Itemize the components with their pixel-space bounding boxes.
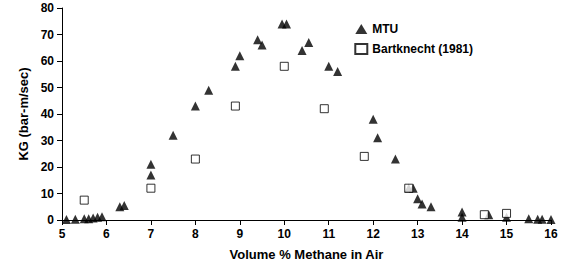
- svg-text:80: 80: [41, 1, 55, 15]
- svg-text:30: 30: [41, 134, 55, 148]
- svg-text:MTU: MTU: [372, 22, 398, 36]
- svg-text:10: 10: [278, 227, 292, 241]
- svg-text:9: 9: [236, 227, 243, 241]
- svg-text:0: 0: [47, 213, 54, 227]
- svg-text:16: 16: [544, 227, 558, 241]
- svg-text:KG (bar-m/sec): KG (bar-m/sec): [16, 67, 31, 160]
- svg-text:5: 5: [59, 227, 66, 241]
- svg-text:10: 10: [41, 187, 55, 201]
- svg-text:12: 12: [367, 227, 381, 241]
- svg-text:40: 40: [41, 107, 55, 121]
- svg-text:6: 6: [103, 227, 110, 241]
- svg-text:11: 11: [322, 227, 335, 241]
- svg-text:20: 20: [41, 160, 55, 174]
- svg-text:Bartknecht (1981): Bartknecht (1981): [372, 42, 473, 56]
- svg-text:50: 50: [41, 81, 55, 95]
- svg-text:8: 8: [192, 227, 199, 241]
- svg-text:13: 13: [411, 227, 425, 241]
- svg-text:14: 14: [455, 227, 469, 241]
- svg-text:60: 60: [41, 54, 55, 68]
- svg-text:Volume % Methane in Air: Volume % Methane in Air: [230, 247, 384, 262]
- svg-text:15: 15: [500, 227, 514, 241]
- svg-text:70: 70: [41, 28, 55, 42]
- svg-text:7: 7: [148, 227, 155, 241]
